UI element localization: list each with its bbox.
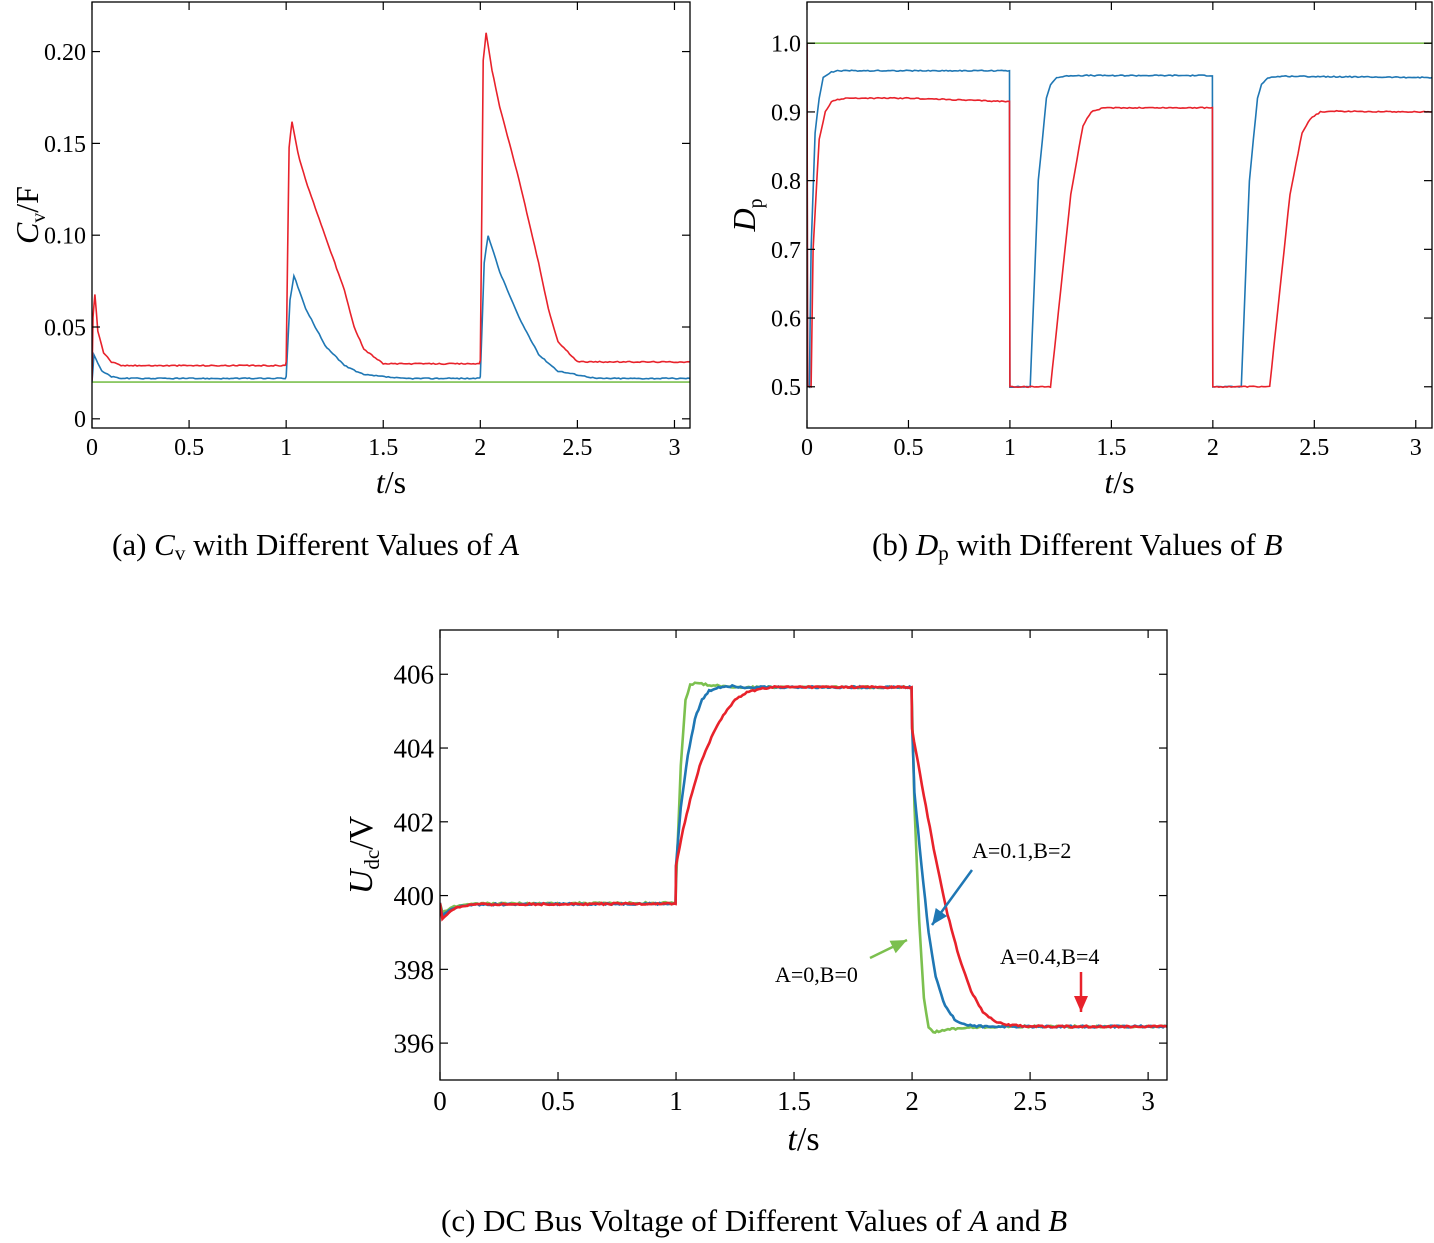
y-tick-label: 0.15 xyxy=(44,132,86,158)
x-tick-label: 1 xyxy=(280,435,292,461)
annotation-label: A=0,B=0 xyxy=(775,962,858,987)
y-tick-label: 400 xyxy=(394,881,435,911)
annotation-label: A=0.1,B=2 xyxy=(972,838,1071,863)
y-tick-label: 0.10 xyxy=(44,224,86,250)
y-tick-label: 402 xyxy=(394,807,435,837)
y-axis-label: Cv/F xyxy=(9,186,50,244)
caption-c: (c) DC Bus Voltage of Different Values o… xyxy=(441,1203,1068,1238)
y-tick-label: 0.20 xyxy=(44,40,86,66)
y-tick-label: 404 xyxy=(394,733,435,763)
x-axis-label: t/s xyxy=(787,1121,819,1158)
x-tick-label: 2.5 xyxy=(1013,1086,1047,1116)
x-tick-label: 1 xyxy=(1004,435,1016,461)
y-tick-label: 0.05 xyxy=(44,315,86,341)
y-tick-label: 1.0 xyxy=(771,32,801,58)
x-tick-label: 2.5 xyxy=(562,435,592,461)
x-tick-label: 3 xyxy=(668,435,680,461)
annotation-arrowhead xyxy=(889,940,907,954)
y-tick-label: 0.5 xyxy=(771,375,801,401)
y-tick-label: 396 xyxy=(394,1029,435,1059)
x-tick-label: 1.5 xyxy=(777,1086,811,1116)
x-axis-label: t/s xyxy=(1104,464,1134,500)
series-line-a-0-4-b-4 xyxy=(440,684,1167,1029)
x-tick-label: 1 xyxy=(669,1086,683,1116)
x-tick-label: 2 xyxy=(905,1086,919,1116)
y-tick-label: 0 xyxy=(74,407,86,433)
y-tick-label: 0.9 xyxy=(771,100,801,126)
series-line-a-0-1 xyxy=(92,235,690,382)
x-tick-label: 1.5 xyxy=(1096,435,1126,461)
x-tick-label: 0.5 xyxy=(893,435,923,461)
x-tick-label: 0.5 xyxy=(541,1086,575,1116)
x-tick-label: 2 xyxy=(1207,435,1219,461)
y-tick-label: 0.6 xyxy=(771,306,801,332)
plot-frame xyxy=(806,1,1433,429)
annotation-label: A=0.4,B=4 xyxy=(1000,944,1099,969)
y-tick-label: 0.7 xyxy=(771,238,801,264)
x-tick-label: 0 xyxy=(433,1086,447,1116)
annotation-arrowhead xyxy=(1074,996,1088,1012)
x-axis-label: t/s xyxy=(376,464,406,500)
chart-cv: 0 0.5 1 1.5 2 2.5 3 0 0.05 0.10 0.15 0.20 t/s Cv/F xyxy=(9,1,691,500)
y-tick-label: 0.8 xyxy=(771,169,801,195)
x-tick-label: 1.5 xyxy=(368,435,398,461)
series-line-a-0-4 xyxy=(92,32,690,381)
plot-frame xyxy=(439,629,1168,1081)
y-axis-label: Udc/V xyxy=(343,815,384,894)
chart-udc: 0 0.5 1 1.5 2 2.5 3 396 398 400 402 404 406 t/s Udc/V A… xyxy=(343,629,1168,1158)
x-tick-label: 2 xyxy=(474,435,486,461)
chart-dp: 0 0.5 1 1.5 2 2.5 3 0.5 0.6 0.7 0.8 0.9 1.0 t/s Dp xyxy=(726,1,1433,500)
series-line-b-4 xyxy=(807,43,1432,389)
caption-a: (a) Cv with Different Values of A xyxy=(112,527,520,565)
series-line-b-2 xyxy=(807,43,1432,389)
x-tick-label: 0 xyxy=(801,435,813,461)
x-tick-label: 0.5 xyxy=(174,435,204,461)
y-tick-label: 398 xyxy=(394,955,435,985)
x-tick-label: 3 xyxy=(1410,435,1422,461)
y-tick-label: 406 xyxy=(394,660,435,690)
plot-frame xyxy=(91,1,691,429)
caption-b: (b) Dp with Different Values of B xyxy=(872,527,1283,565)
x-tick-label: 2.5 xyxy=(1299,435,1329,461)
annotation-arrowhead xyxy=(932,907,948,925)
x-tick-label: 0 xyxy=(86,435,98,461)
x-tick-label: 3 xyxy=(1141,1086,1155,1116)
y-axis-label: Dp xyxy=(726,198,767,232)
